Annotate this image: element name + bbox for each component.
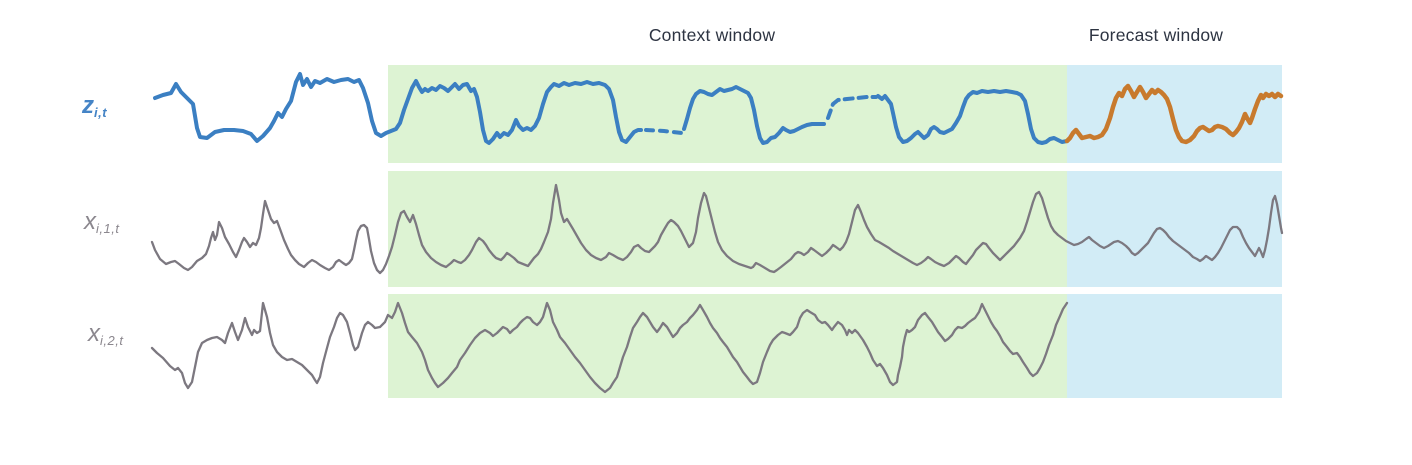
covariate-2-series bbox=[150, 301, 1069, 394]
target-ellipsis-1 bbox=[644, 128, 684, 135]
covariate-2-label-sub: i,2,t bbox=[100, 333, 124, 348]
forecast-band-target-row bbox=[1067, 65, 1282, 163]
forecast-window-title: Forecast window bbox=[1088, 25, 1224, 45]
target-forecast bbox=[1064, 83, 1284, 145]
covariate-2-label: xi,2,t bbox=[88, 320, 124, 348]
forecast-band-covariate1-row bbox=[1067, 171, 1282, 287]
context-band-target-row bbox=[388, 65, 1067, 163]
context-window-title: Context window bbox=[648, 25, 776, 45]
covariate-1-series bbox=[150, 183, 1284, 275]
covariate-2-label-base: x bbox=[88, 320, 100, 347]
target-series-label: zi,t bbox=[82, 92, 108, 120]
context-band-covariate1-row bbox=[388, 171, 1067, 287]
target-series-label-sub: i,t bbox=[94, 105, 108, 120]
target-history-solid-2 bbox=[682, 85, 826, 145]
target-history-solid-3 bbox=[876, 89, 1069, 145]
covariate-1-label: xi,1,t bbox=[84, 208, 120, 236]
covariate-1-label-base: x bbox=[84, 208, 96, 235]
target-ellipsis-2 bbox=[826, 95, 878, 120]
covariate-1-label-sub: i,1,t bbox=[96, 221, 120, 236]
target-history-solid-1 bbox=[153, 72, 643, 145]
target-series-label-base: z bbox=[82, 92, 94, 119]
forecast-band-covariate2-row bbox=[1067, 294, 1282, 398]
